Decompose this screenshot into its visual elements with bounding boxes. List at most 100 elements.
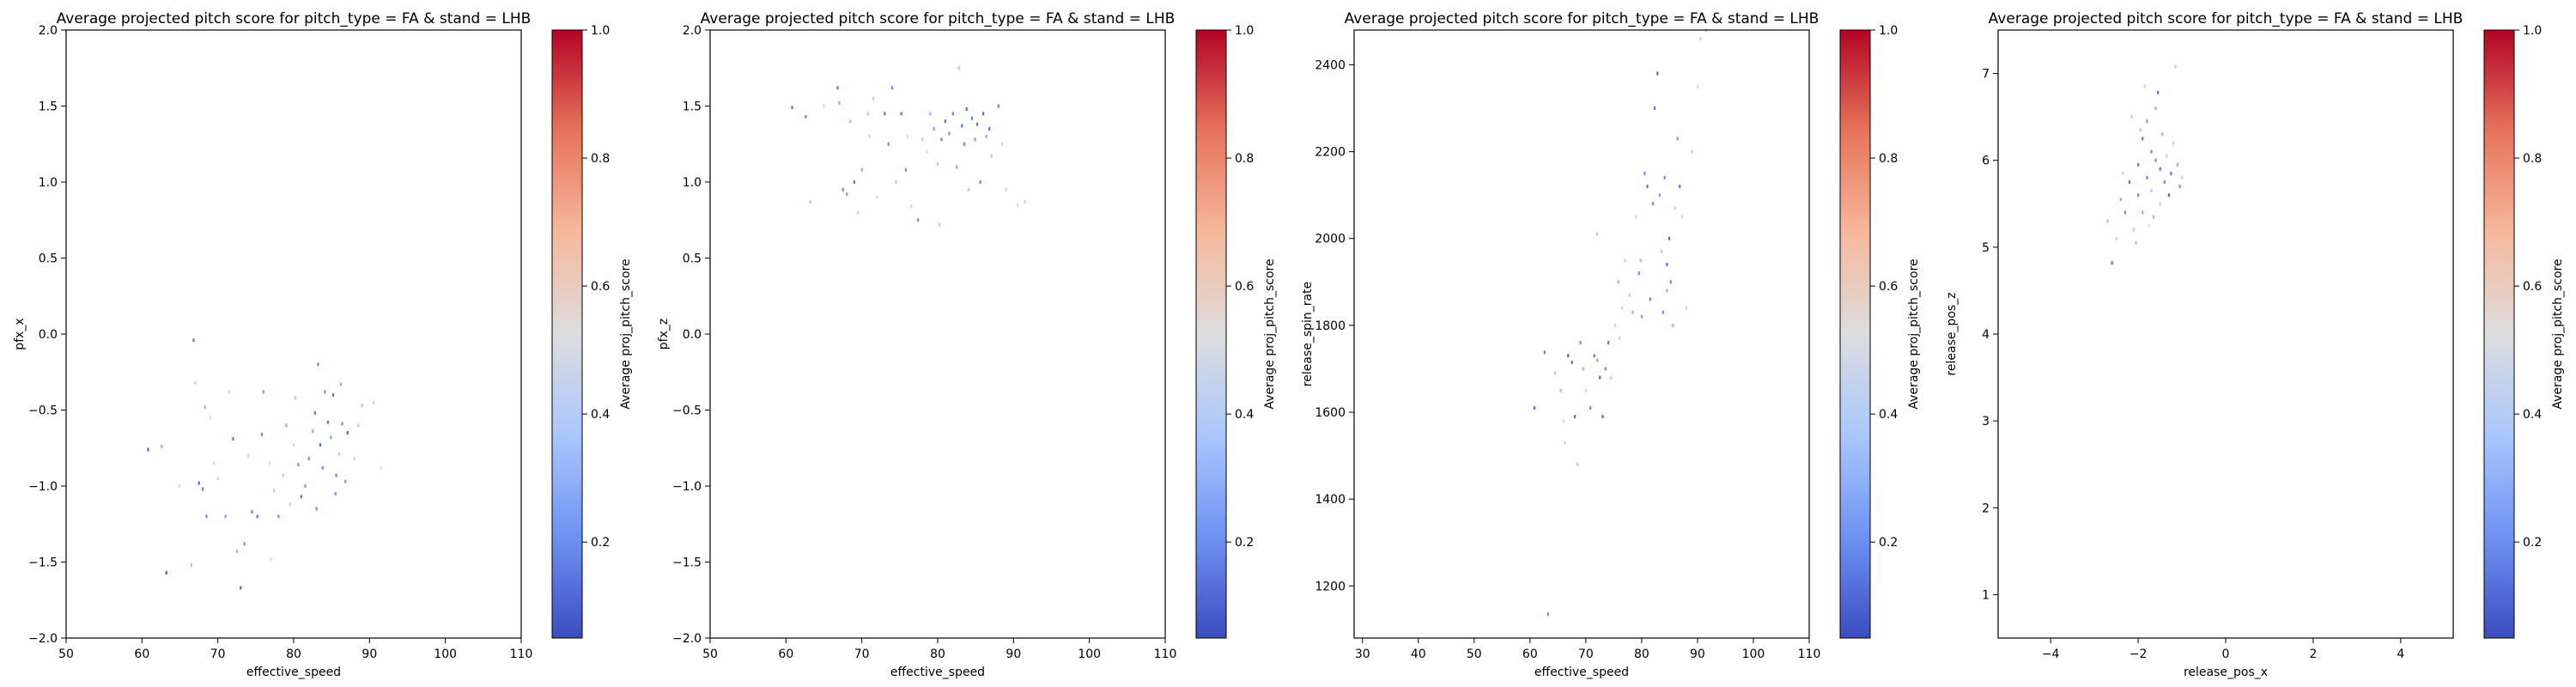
colorbar <box>1195 29 1227 639</box>
data-cell <box>940 137 943 142</box>
y-tick-label: 1200 <box>1315 580 1346 593</box>
data-cell <box>228 390 231 394</box>
x-tick-label: 70 <box>210 647 226 661</box>
y-tick-label: 3 <box>1982 415 1990 429</box>
y-tick-label: 4 <box>1982 328 1990 342</box>
heatmap-cells <box>1534 28 1707 617</box>
x-tick-label: 60 <box>1522 647 1538 661</box>
data-cell <box>997 104 999 108</box>
data-cell <box>289 502 291 507</box>
data-cell <box>891 86 894 90</box>
data-cell <box>937 161 939 166</box>
data-cell <box>921 137 924 142</box>
data-cell <box>326 420 329 424</box>
data-cell <box>1624 258 1626 262</box>
x-tick-label: 110 <box>1798 647 1821 661</box>
data-cell <box>256 514 258 519</box>
x-tick-label: 60 <box>134 647 149 661</box>
x-tick-label: 100 <box>1742 647 1765 661</box>
data-cell <box>961 124 963 128</box>
x-tick-label: 50 <box>702 647 718 661</box>
data-cell <box>1699 37 1702 41</box>
data-cell <box>2181 175 2184 179</box>
colorbar-tick-label: 0.4 <box>591 408 610 422</box>
data-cell <box>1595 232 1599 236</box>
y-tick-label: 2 <box>1982 502 1990 515</box>
data-cell <box>974 137 976 142</box>
data-cell <box>197 481 200 485</box>
data-cell <box>2137 162 2140 167</box>
data-cell <box>2154 106 2157 110</box>
data-cell <box>838 101 841 105</box>
data-cell <box>2122 171 2124 175</box>
data-cell <box>1534 406 1536 410</box>
data-cell <box>1567 354 1570 358</box>
data-cell <box>1656 71 1659 76</box>
data-cell <box>372 400 374 404</box>
data-cell <box>929 112 932 116</box>
y-tick-label: 2.0 <box>683 24 702 38</box>
y-tick-label: −2.0 <box>28 632 58 646</box>
x-tick-label: 60 <box>778 647 793 661</box>
data-cell <box>1562 419 1565 423</box>
data-cell <box>884 112 886 116</box>
colorbar-tick-label: 0.2 <box>1235 536 1254 550</box>
data-cell <box>979 180 981 184</box>
data-cell <box>161 445 163 448</box>
data-cell <box>1559 388 1562 392</box>
data-cell <box>324 390 326 394</box>
data-cell <box>1024 200 1026 204</box>
data-cell <box>1639 258 1642 262</box>
colorbar-tick-label: 0.2 <box>2523 536 2542 550</box>
data-cell <box>300 495 302 499</box>
x-tick-label: −4 <box>2042 647 2060 661</box>
colorbar <box>551 29 583 639</box>
data-cell <box>846 192 848 197</box>
x-axis-label: effective_speed <box>1534 666 1629 679</box>
data-cell <box>2123 210 2126 215</box>
x-tick-label: 80 <box>286 647 301 661</box>
data-cell <box>791 106 793 110</box>
data-cell <box>1668 236 1670 240</box>
colorbar-tick-label: 0.4 <box>1879 408 1898 422</box>
chart-panel-1: Average projected pitch score for pitch_… <box>13 10 633 679</box>
plot-area <box>710 30 1165 638</box>
axes-frame <box>1353 29 1810 639</box>
y-tick-label: 1400 <box>1315 493 1346 507</box>
data-cell <box>2163 180 2166 184</box>
data-cell <box>868 134 871 138</box>
data-cell <box>251 510 253 514</box>
data-cell <box>2154 158 2157 162</box>
data-cell <box>1666 289 1668 293</box>
y-tick-label: 1800 <box>1315 319 1346 333</box>
y-tick-label: 5 <box>1982 241 1990 255</box>
data-cell <box>1676 137 1679 141</box>
data-cell <box>988 127 991 131</box>
colorbar-tick-label: 0.6 <box>1879 280 1898 294</box>
data-cell <box>268 461 270 465</box>
colorbar-label: Average proj_pitch_score <box>1907 258 1921 409</box>
data-cell <box>2115 236 2117 240</box>
x-tick-label: 2 <box>2309 647 2317 661</box>
data-cell <box>297 463 300 467</box>
x-tick-label: 110 <box>1154 647 1177 661</box>
data-cell <box>2161 132 2164 137</box>
data-cell <box>866 112 869 116</box>
colorbar-tick-label: 0.8 <box>591 152 610 166</box>
data-cell <box>2139 128 2142 132</box>
data-cell <box>944 119 946 124</box>
y-axis-label: pfx_z <box>657 319 671 350</box>
data-cell <box>1672 323 1674 327</box>
data-cell <box>805 114 807 119</box>
colorbar <box>2483 29 2515 639</box>
y-tick-label: 7 <box>1982 68 1990 82</box>
data-cell <box>1685 306 1688 310</box>
data-cell <box>243 542 246 546</box>
data-cell <box>957 66 960 70</box>
data-cell <box>1618 337 1621 341</box>
data-cell <box>910 204 913 209</box>
y-tick-label: 2.0 <box>39 24 58 38</box>
chart-title: Average projected pitch score for pitch_… <box>701 10 1176 27</box>
data-cell <box>841 187 844 192</box>
data-cell <box>985 134 987 138</box>
